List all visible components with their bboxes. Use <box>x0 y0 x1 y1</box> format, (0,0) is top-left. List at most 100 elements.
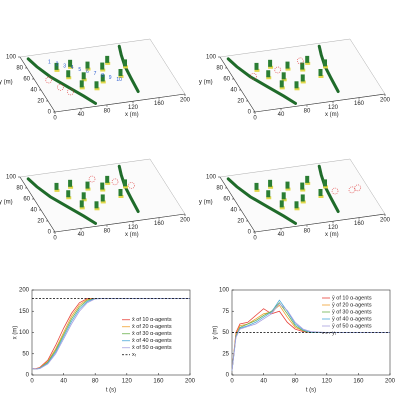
x-axis <box>54 213 186 233</box>
x-axis-label: x (m) <box>325 232 339 238</box>
y-tick-label: 75 <box>222 309 229 315</box>
x-tick-label: 200 <box>185 379 196 385</box>
x-tick-label: 120 <box>122 379 133 385</box>
agent-cluster <box>274 66 282 74</box>
legend-label: x̄ of 30 α-agents <box>132 331 172 337</box>
y-tick-label: 80 <box>216 186 223 192</box>
y-tick-label: 50 <box>222 330 229 336</box>
x-axis <box>54 93 186 113</box>
agent-label: 3 <box>63 63 66 69</box>
x-tick-label: 160 <box>153 379 164 385</box>
obstacle-base <box>294 87 300 91</box>
agent-label: 1 <box>48 59 51 65</box>
obstacle-base <box>323 185 328 189</box>
obstacle <box>66 190 71 198</box>
obstacle <box>279 200 284 208</box>
agent-label: 2 <box>56 61 59 67</box>
y-tick-label: 20 <box>37 99 44 105</box>
obstacle <box>100 194 105 202</box>
obstacle-base <box>100 80 106 84</box>
obstacle <box>268 179 273 187</box>
y-axis-label: y (m) <box>199 79 213 85</box>
obstacle-base <box>300 68 306 72</box>
obstacle-base <box>305 61 311 65</box>
obstacle-base <box>79 86 85 90</box>
tree-wall <box>26 57 97 105</box>
obstacle-base <box>279 86 285 90</box>
obstacle <box>279 80 284 88</box>
y-tick-label: 60 <box>23 77 30 83</box>
agent-label: 7 <box>94 71 97 77</box>
y-axis <box>19 176 56 233</box>
obstacle-base <box>281 198 287 202</box>
agent-cluster <box>250 73 257 80</box>
obstacle-base <box>300 80 306 84</box>
agent-label: 9 <box>109 75 112 81</box>
y-tick-label: 50 <box>22 351 29 357</box>
obstacle <box>254 62 259 70</box>
x-axis-label: t (s) <box>306 388 316 394</box>
x-tick-label: 0 <box>30 379 34 385</box>
obstacle <box>94 201 99 209</box>
x-tick-label: 40 <box>78 232 85 238</box>
y-tick-label: 100 <box>219 288 230 294</box>
obstacle-base <box>123 65 128 69</box>
y-tick-label: 100 <box>206 55 217 61</box>
obstacle <box>54 182 59 190</box>
obstacle <box>294 201 299 209</box>
obstacle <box>118 69 123 76</box>
x-tick-label: 120 <box>322 379 333 385</box>
obstacle <box>81 72 86 80</box>
x-tick-label: 200 <box>180 218 191 224</box>
obstacle-base <box>81 78 87 82</box>
y-tick-label: 0 <box>226 373 230 379</box>
obstacle-base <box>85 187 91 191</box>
obstacle-base <box>66 196 72 200</box>
obstacle-base <box>266 196 272 200</box>
legend-label: x̄ of 50 α-agents <box>132 345 172 351</box>
x-tick-label: 80 <box>92 379 99 385</box>
y-tick-label: 40 <box>30 88 37 94</box>
obstacle <box>85 61 90 69</box>
obstacle-base <box>318 195 324 198</box>
legend-label: ȳ of 50 α-agents <box>332 323 372 329</box>
x-tick-label: 80 <box>104 108 111 114</box>
legend-label: x̄ of 20 α-agents <box>132 324 172 330</box>
obstacle-base <box>94 207 100 211</box>
obstacle-base <box>281 78 287 82</box>
obstacle-base <box>81 198 87 202</box>
legend-label: x̄ of 40 α-agents <box>132 338 172 344</box>
obstacle-base <box>300 200 306 204</box>
obstacle-base <box>100 68 106 72</box>
obstacle <box>305 175 310 183</box>
obstacle-base <box>68 65 74 69</box>
obstacle <box>79 80 84 88</box>
agent-cluster <box>128 182 135 189</box>
x-axis-label: t (s) <box>106 388 116 394</box>
obstacle-base <box>318 75 324 78</box>
x-tick-label: 160 <box>154 221 165 227</box>
y-tick-label: 60 <box>223 197 230 203</box>
agent-cluster <box>57 84 64 91</box>
y-tick-label: 80 <box>16 186 23 192</box>
x-tick-label: 200 <box>180 98 191 104</box>
y-tick-label: 100 <box>206 175 217 181</box>
y-axis-label: y (m) <box>213 326 219 340</box>
obstacle <box>285 61 290 69</box>
obstacle <box>254 182 259 190</box>
x-tick-label: 80 <box>304 228 311 234</box>
obstacle <box>118 189 123 196</box>
obstacle-base <box>79 206 85 210</box>
obstacle <box>100 74 105 82</box>
x-tick-label: 0 <box>230 379 234 385</box>
agent-cluster <box>331 187 339 195</box>
obstacle-base <box>294 207 300 211</box>
legend-label: xᵣ <box>132 352 137 358</box>
obstacle <box>105 55 110 63</box>
obstacle-base <box>254 68 260 72</box>
y-tick-label: 0 <box>26 373 30 379</box>
legend-label: yᵣ <box>332 330 337 336</box>
x-tick-label: 120 <box>128 105 139 111</box>
obstacle-base <box>279 206 285 210</box>
